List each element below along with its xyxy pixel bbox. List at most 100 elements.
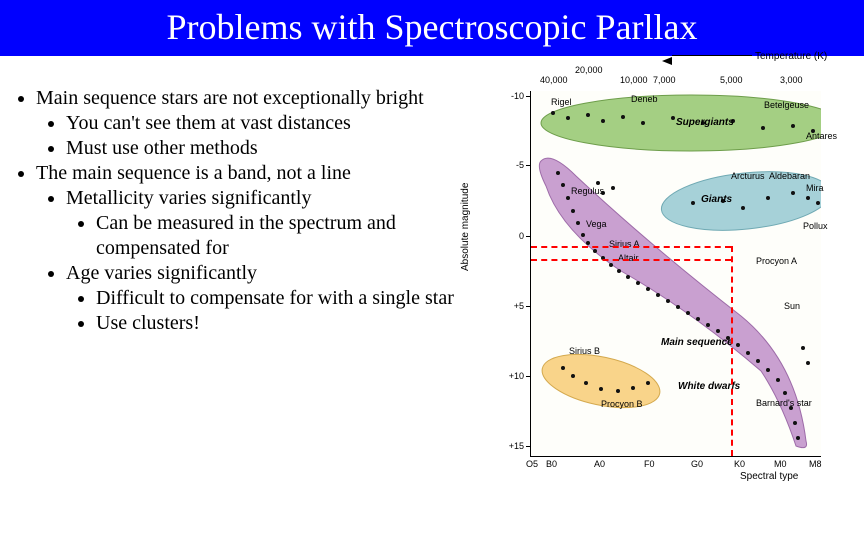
spectral-tick: G0 (691, 459, 703, 469)
star-dot (656, 293, 660, 297)
temp-tick: 7,000 (653, 75, 676, 85)
star-dot (566, 116, 570, 120)
y-tick: -10 (504, 91, 524, 101)
star-dot (631, 386, 635, 390)
star-dot (561, 366, 565, 370)
bullet: The main sequence is a band, not a line (36, 161, 485, 186)
y-tick: +10 (504, 371, 524, 381)
star-dot (671, 116, 675, 120)
temp-tick: 40,000 (540, 75, 568, 85)
star-label: Antares (806, 131, 837, 141)
bullet: Use clusters! (96, 311, 485, 336)
star-dot (793, 421, 797, 425)
star-dot (561, 183, 565, 187)
axis-arrow-line (672, 55, 752, 56)
star-dot (601, 119, 605, 123)
arrow-icon (662, 57, 672, 65)
star-label: Arcturus (731, 171, 765, 181)
top-axis-label: Temperature (K) (755, 51, 827, 62)
star-dot (584, 381, 588, 385)
star-dot (716, 329, 720, 333)
star-dot (791, 191, 795, 195)
star-dot (666, 299, 670, 303)
bullet: Main sequence stars are not exceptionall… (36, 86, 485, 111)
star-dot (806, 196, 810, 200)
spectral-tick: F0 (644, 459, 655, 469)
star-dot (621, 115, 625, 119)
y-axis-label: Absolute magnitude (460, 183, 471, 271)
star-label: Betelgeuse (764, 100, 809, 110)
star-dot (593, 249, 597, 253)
star-dot (736, 343, 740, 347)
temp-tick: 10,000 (620, 75, 648, 85)
star-label: Regulus (571, 186, 604, 196)
star-dot (746, 351, 750, 355)
star-dot (776, 378, 780, 382)
spectral-tick: M0 (774, 459, 787, 469)
bullets-column: Main sequence stars are not exceptionall… (10, 86, 485, 491)
hr-diagram: Temperature (K) 40,00020,00010,0007,0005… (490, 51, 850, 491)
star-dot (599, 387, 603, 391)
y-tick: +15 (504, 441, 524, 451)
temp-tick: 3,000 (780, 75, 803, 85)
star-dot (641, 121, 645, 125)
spectral-tick: K0 (734, 459, 745, 469)
star-label: Sun (784, 301, 800, 311)
spectral-tick: M8 (809, 459, 822, 469)
spectral-tick: B0 (546, 459, 557, 469)
temp-tick: 5,000 (720, 75, 743, 85)
region-label: Giants (701, 194, 732, 205)
spectral-tick: A0 (594, 459, 605, 469)
star-dot (616, 389, 620, 393)
spectral-tick: O5 (526, 459, 538, 469)
star-dot (696, 317, 700, 321)
slide-title: Problems with Spectroscopic Parllax (0, 0, 864, 56)
reference-line (731, 246, 733, 456)
bullet: Difficult to compensate for with a singl… (96, 286, 485, 311)
star-dot (611, 186, 615, 190)
bullet: You can't see them at vast distances (66, 111, 485, 136)
star-dot (581, 233, 585, 237)
star-dot (801, 346, 805, 350)
star-dot (676, 305, 680, 309)
star-dot (571, 374, 575, 378)
star-dot (691, 201, 695, 205)
star-dot (816, 201, 820, 205)
star-dot (617, 269, 621, 273)
star-dot (586, 241, 590, 245)
reference-line (531, 259, 731, 261)
star-dot (796, 436, 800, 440)
star-dot (806, 361, 810, 365)
plot-area: Supergiants Giants Main sequence White d… (530, 91, 821, 457)
star-dot (586, 113, 590, 117)
star-label: Pollux (803, 221, 828, 231)
star-dot (626, 275, 630, 279)
star-label: Aldebaran (769, 171, 810, 181)
star-dot (566, 196, 570, 200)
star-label: Procyon B (601, 399, 643, 409)
x-axis-label: Spectral type (740, 471, 798, 482)
star-dot (766, 196, 770, 200)
bullet: Metallicity varies significantly (66, 186, 485, 211)
star-label: Deneb (631, 94, 658, 104)
region-label: Main sequence (661, 337, 733, 348)
reference-line (531, 246, 731, 248)
star-label: Procyon A (756, 256, 797, 266)
bullet: Must use other methods (66, 136, 485, 161)
content-row: Main sequence stars are not exceptionall… (0, 56, 864, 491)
star-label: Sirius B (569, 346, 600, 356)
star-dot (741, 206, 745, 210)
star-dot (609, 263, 613, 267)
star-dot (686, 311, 690, 315)
star-dot (646, 287, 650, 291)
star-label: Vega (586, 219, 607, 229)
star-dot (783, 391, 787, 395)
bullet: Age varies significantly (66, 261, 485, 286)
bullet: Can be measured in the spectrum and comp… (96, 211, 485, 261)
y-tick: -5 (504, 160, 524, 170)
star-dot (596, 181, 600, 185)
star-dot (576, 221, 580, 225)
star-dot (571, 209, 575, 213)
star-dot (761, 126, 765, 130)
star-dot (791, 124, 795, 128)
